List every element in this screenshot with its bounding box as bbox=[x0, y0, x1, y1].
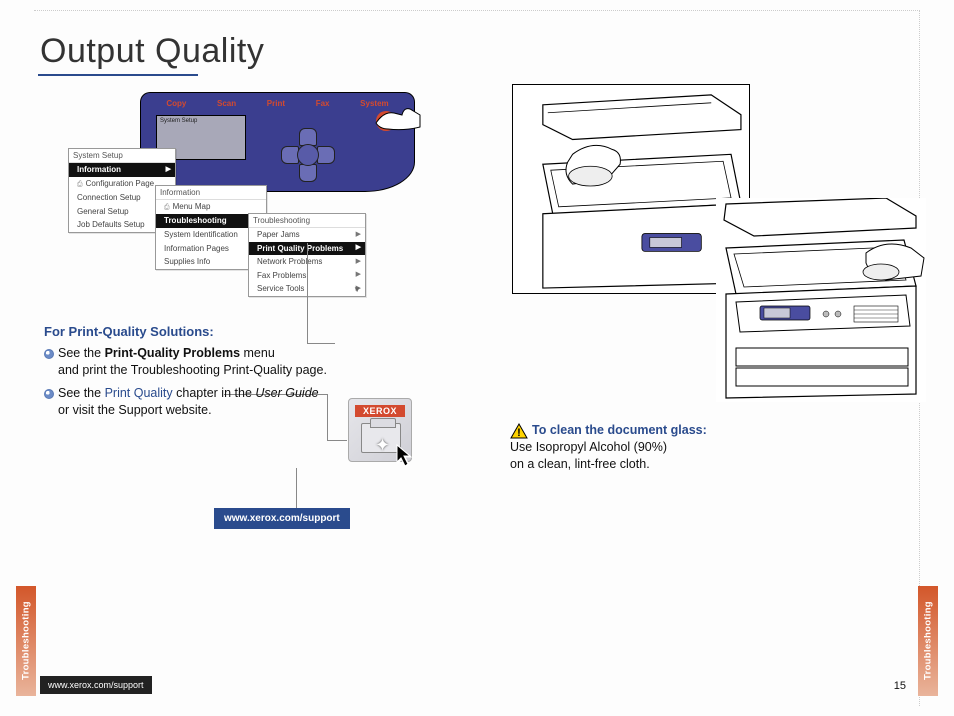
hand-pointer-icon bbox=[374, 101, 422, 131]
solution-item-1: See the Print-Quality Problems menu and … bbox=[44, 345, 374, 379]
side-tab-right: Troubleshooting bbox=[918, 586, 938, 696]
clean-instructions: ! To clean the document glass: Use Isopr… bbox=[510, 422, 770, 473]
figure-clean-glass-closeup bbox=[512, 84, 750, 294]
menu3-scroll-icon: ▼ bbox=[353, 285, 361, 294]
leader-line-2h bbox=[327, 440, 347, 441]
panel-tab-fax: Fax bbox=[312, 97, 334, 110]
support-url-badge: www.xerox.com/support bbox=[214, 508, 350, 529]
cursor-icon bbox=[396, 444, 414, 468]
panel-tab-print: Print bbox=[263, 97, 289, 110]
panel-tab-scan: Scan bbox=[213, 97, 240, 110]
panel-tab-copy: Copy bbox=[162, 97, 190, 110]
svg-text:!: ! bbox=[517, 427, 521, 439]
clean-heading: To clean the document glass: bbox=[532, 423, 707, 437]
title-underline bbox=[38, 74, 198, 76]
side-tab-left: Troubleshooting bbox=[16, 586, 36, 696]
menu3-item-paperjams: Paper Jams▶ bbox=[249, 228, 365, 242]
menu3-header: Troubleshooting bbox=[249, 214, 365, 228]
sparkle-icon: ✦ bbox=[375, 435, 390, 456]
page-number: 15 bbox=[894, 680, 906, 692]
menu1-item-information: Information▶ bbox=[69, 163, 175, 177]
figure-clean-glass-full bbox=[716, 198, 926, 402]
printer-control-panel: Copy Scan Print Fax System System Setup bbox=[140, 92, 415, 192]
dpad-right bbox=[317, 146, 335, 164]
panel-tabs: Copy Scan Print Fax System bbox=[151, 97, 404, 110]
clean-line1: Use Isopropyl Alcohol (90%) bbox=[510, 440, 667, 454]
dpad-center bbox=[297, 144, 319, 166]
panel-screen-label: System Setup bbox=[157, 116, 245, 126]
menu1-header: System Setup bbox=[69, 149, 175, 163]
solutions-block: For Print-Quality Solutions: See the Pri… bbox=[44, 324, 374, 425]
xerox-label: XEROX bbox=[355, 405, 405, 417]
panel-dpad bbox=[281, 128, 336, 183]
footer-url: www.xerox.com/support bbox=[40, 676, 152, 694]
solutions-heading: For Print-Quality Solutions: bbox=[44, 324, 374, 339]
menu2-header: Information bbox=[156, 186, 266, 200]
solution-item-2: See the Print Quality chapter in the Use… bbox=[44, 385, 374, 419]
page-title: Output Quality bbox=[40, 32, 264, 71]
clean-line2: on a clean, lint-free cloth. bbox=[510, 457, 650, 471]
warning-icon: ! bbox=[510, 423, 528, 439]
dpad-down bbox=[299, 164, 317, 182]
